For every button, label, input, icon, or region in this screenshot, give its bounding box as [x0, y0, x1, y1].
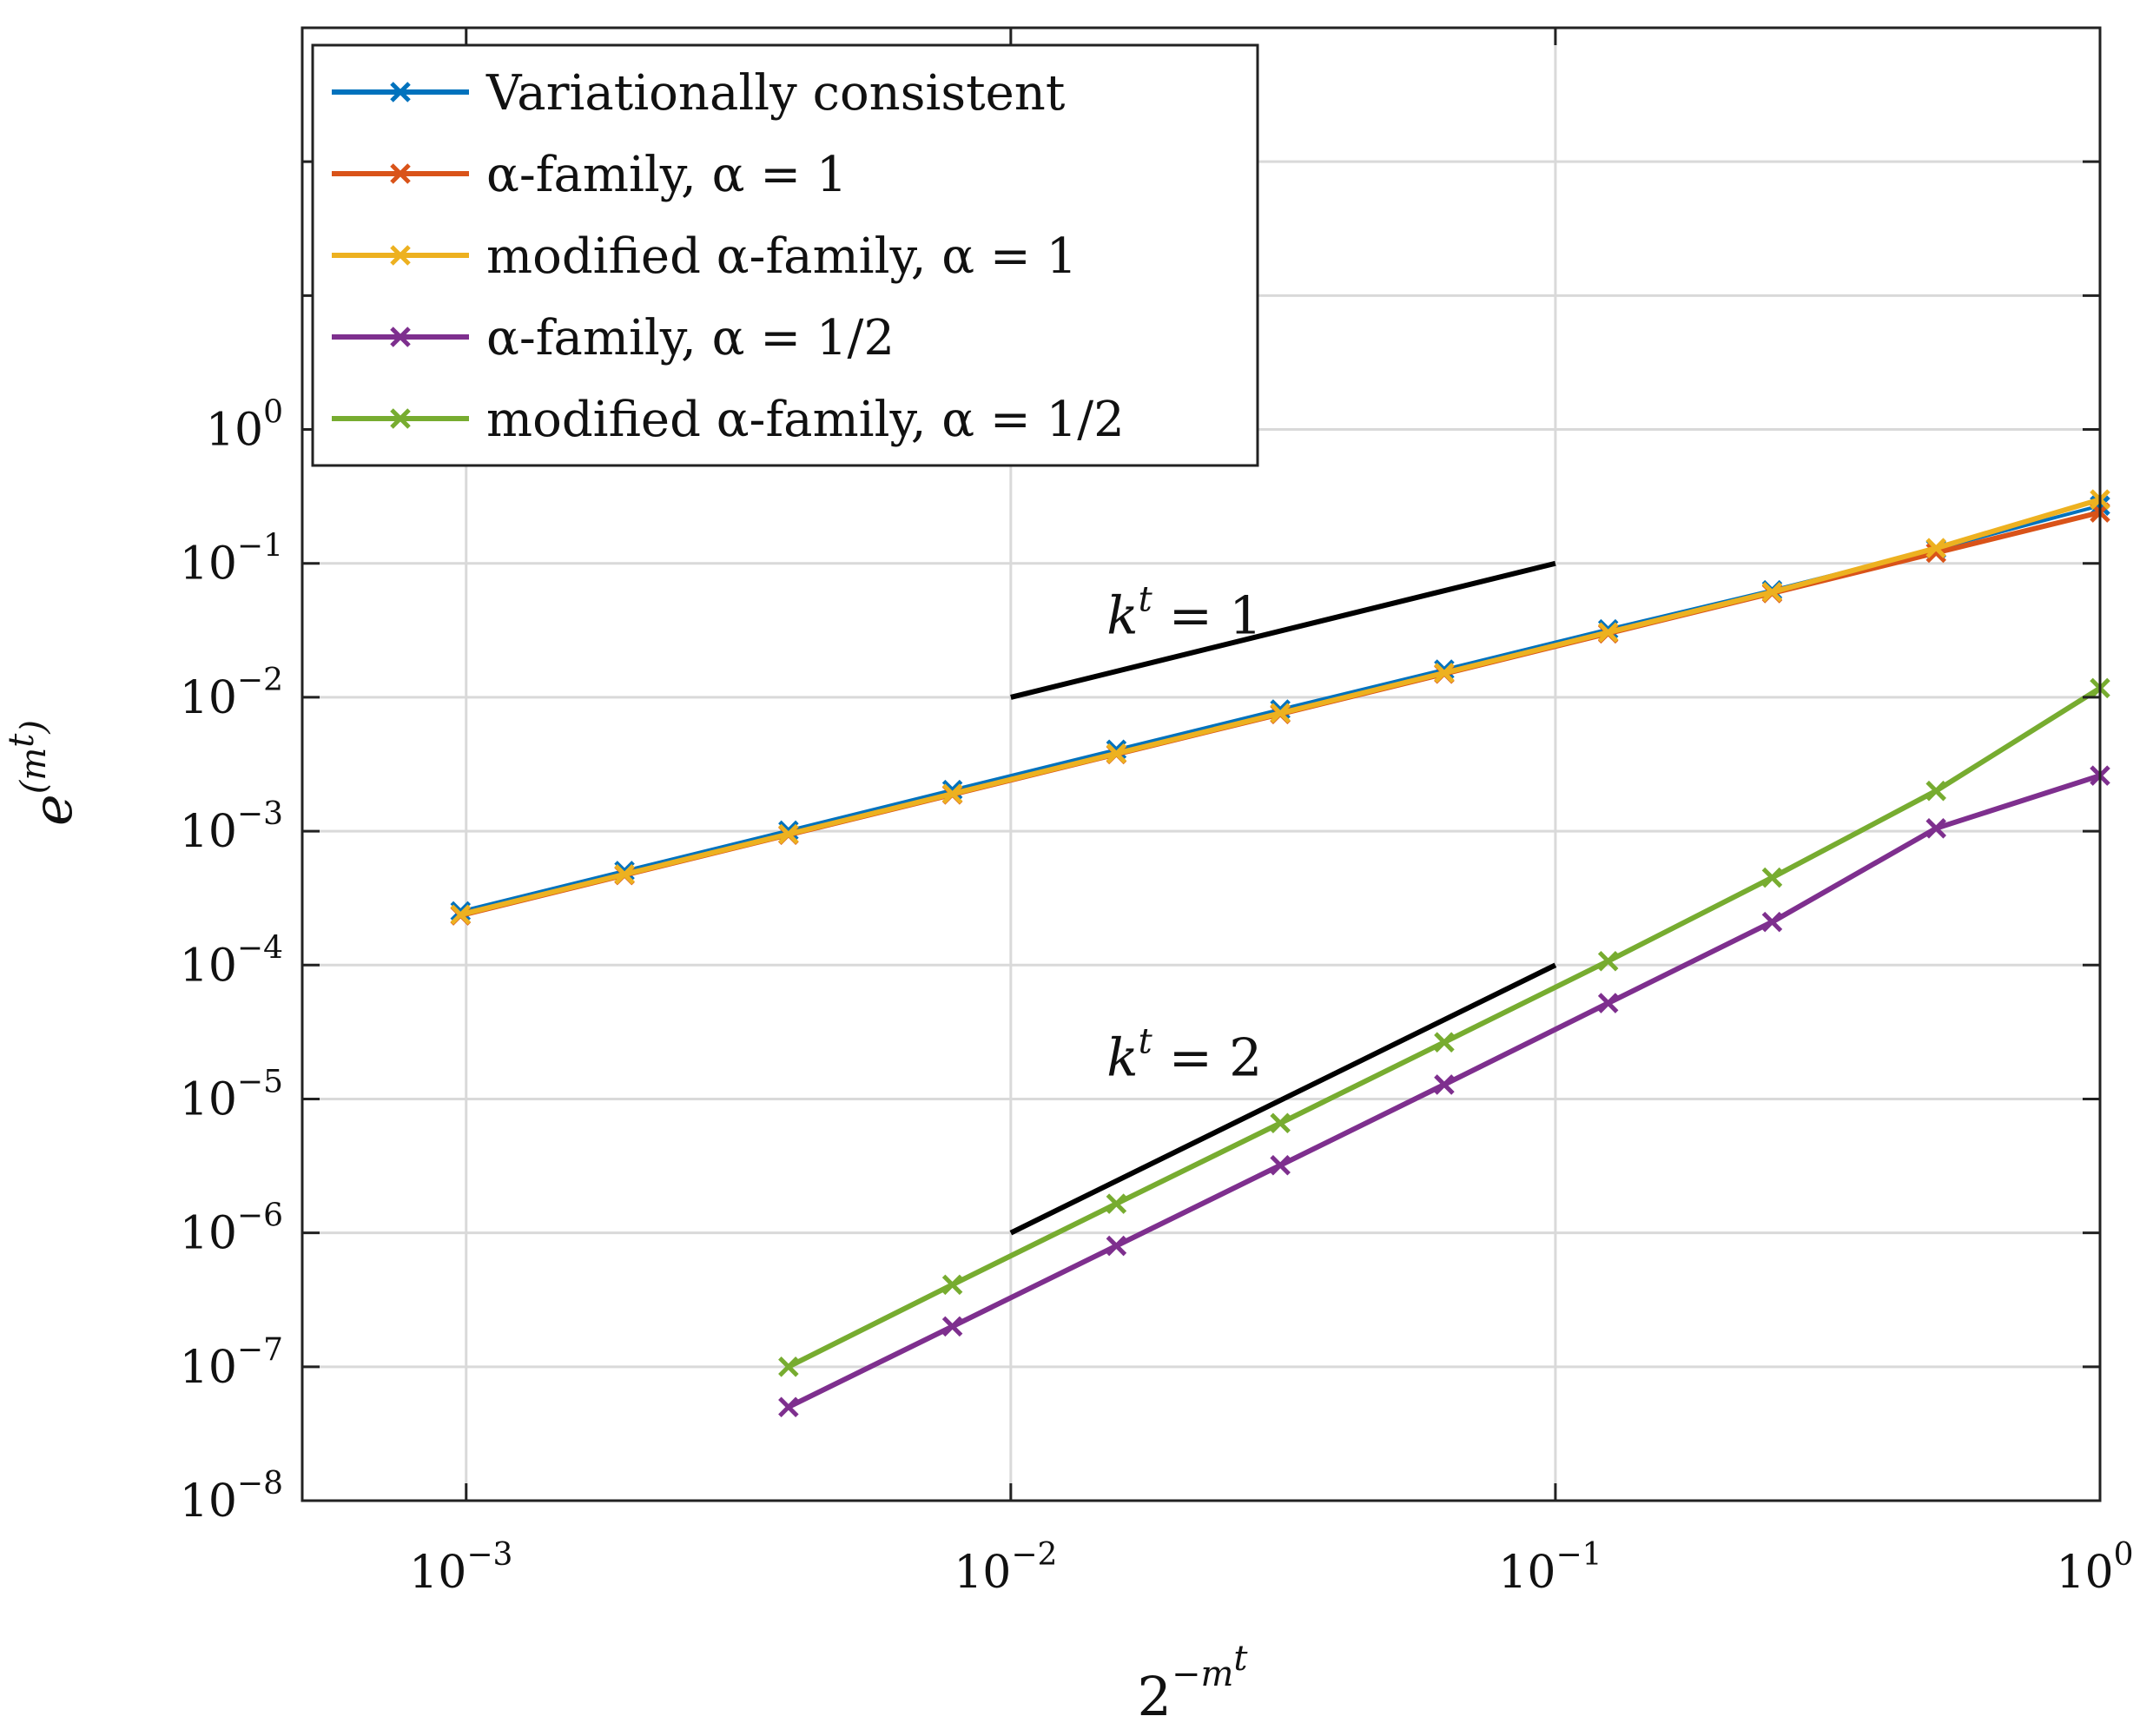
legend-label: α-family, α = 1 [486, 147, 848, 203]
y-tick-label: 10−5 [180, 1064, 283, 1125]
data-point [1106, 1193, 1127, 1214]
ticks [302, 26, 2102, 1502]
series-3 [778, 765, 2110, 1417]
legend-box [311, 43, 1259, 467]
data-point [941, 783, 963, 804]
x-tick-label: 10−3 [409, 1537, 512, 1599]
data-point [1434, 1032, 1455, 1053]
data-point [1270, 1154, 1291, 1176]
legend-marker [390, 245, 411, 266]
y-tick-label: 10−6 [180, 1198, 283, 1260]
data-point [1925, 538, 1946, 558]
series-lines [450, 489, 2110, 1417]
reference-slope-line [1010, 560, 1556, 700]
legend-marker [390, 408, 411, 429]
data-point [1106, 1235, 1127, 1257]
series-2 [450, 489, 2110, 925]
y-axis-label: e(mt) [2, 720, 84, 826]
axis-labels: 10−3 10−2 10−1 100 10−8 10−7 10−6 10−5 10−4 10−3 1… [2, 395, 2134, 1728]
data-point [1597, 950, 1619, 972]
data-point [1597, 993, 1619, 1013]
data-point [1434, 1074, 1455, 1095]
legend-entry: α-family, α = 1 [332, 147, 848, 203]
data-point [1761, 911, 1783, 933]
legend-marker [390, 82, 411, 102]
data-point [1925, 818, 1946, 839]
data-point [778, 1356, 799, 1377]
data-point [614, 864, 635, 885]
data-point [1434, 663, 1455, 683]
reference-slope-label: kt = 1 [1106, 579, 1262, 646]
data-point [1925, 780, 1946, 802]
y-tick-label: 10−3 [180, 796, 283, 858]
reference-slope-label: kt = 2 [1106, 1021, 1262, 1088]
y-tick-label: 100 [206, 395, 283, 457]
legend-entry: α-family, α = 1/2 [332, 310, 895, 366]
legend-label: Variationally consistent [485, 65, 1066, 122]
legend: Variationally consistent α-family, α = 1 m… [311, 43, 1259, 467]
reference-slope-line [1009, 962, 1557, 1236]
data-point [1761, 582, 1783, 603]
legend-label: α-family, α = 1/2 [486, 310, 895, 366]
data-point [1106, 743, 1127, 764]
legend-label: modified α-family, α = 1/2 [486, 392, 1125, 448]
y-tick-label: 10−7 [180, 1332, 283, 1394]
data-point [778, 1396, 799, 1417]
data-point [778, 823, 799, 845]
legend-marker [390, 163, 411, 184]
series-4 [778, 677, 2110, 1377]
data-point [1597, 622, 1619, 644]
data-point [1761, 867, 1783, 888]
x-tick-label: 10−2 [954, 1537, 1057, 1599]
legend-label: modified α-family, α = 1 [486, 228, 1077, 285]
y-tick-label: 10−1 [180, 529, 283, 591]
x-axis-label: 2−mt [1138, 1639, 1249, 1728]
data-point [450, 904, 472, 925]
legend-marker [390, 327, 411, 347]
data-point [941, 1316, 963, 1337]
data-point [1270, 703, 1291, 724]
legend-entry: Variationally consistent [332, 65, 1066, 122]
data-point [941, 1274, 963, 1296]
reference-slopes: kt = 1 kt = 2 [1009, 560, 1557, 1236]
y-tick-label: 10−8 [180, 1466, 283, 1528]
legend-entry: modified α-family, α = 1/2 [332, 392, 1125, 448]
data-point [450, 901, 472, 922]
data-point [1270, 1112, 1291, 1134]
x-tick-label: 100 [2056, 1537, 2133, 1599]
x-tick-label: 10−1 [1498, 1537, 1602, 1599]
y-tick-label: 10−2 [180, 663, 283, 724]
y-tick-label: 10−4 [180, 930, 283, 992]
legend-entry: modified α-family, α = 1 [332, 228, 1077, 285]
plot-frame [300, 26, 2102, 1502]
